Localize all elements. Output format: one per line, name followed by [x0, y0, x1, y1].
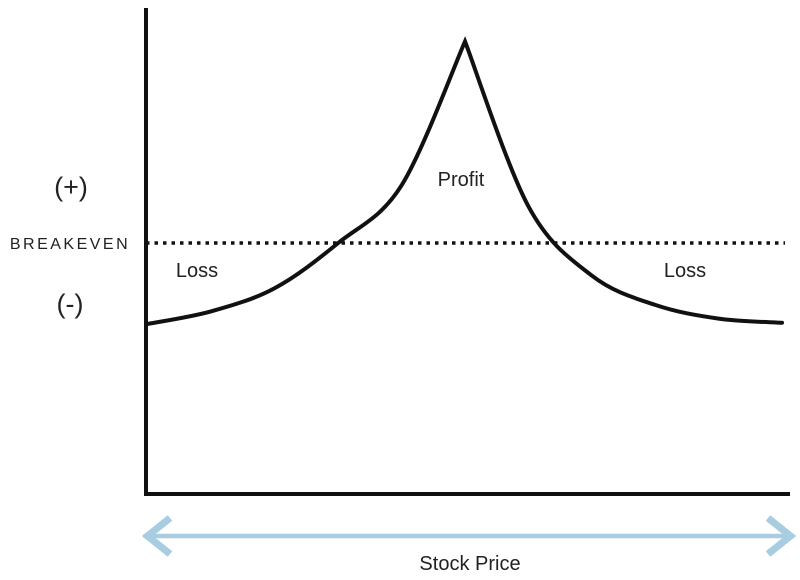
payoff-curve	[146, 36, 784, 326]
loss-label-right: Loss	[664, 260, 706, 282]
positive-label: (+)	[54, 172, 88, 202]
breakeven-label: BREAKEVEN	[10, 236, 130, 253]
profit-label: Profit	[438, 169, 485, 191]
x-axis-label: Stock Price	[419, 553, 520, 575]
loss-label-left: Loss	[176, 260, 218, 282]
negative-label: (-)	[57, 289, 84, 319]
